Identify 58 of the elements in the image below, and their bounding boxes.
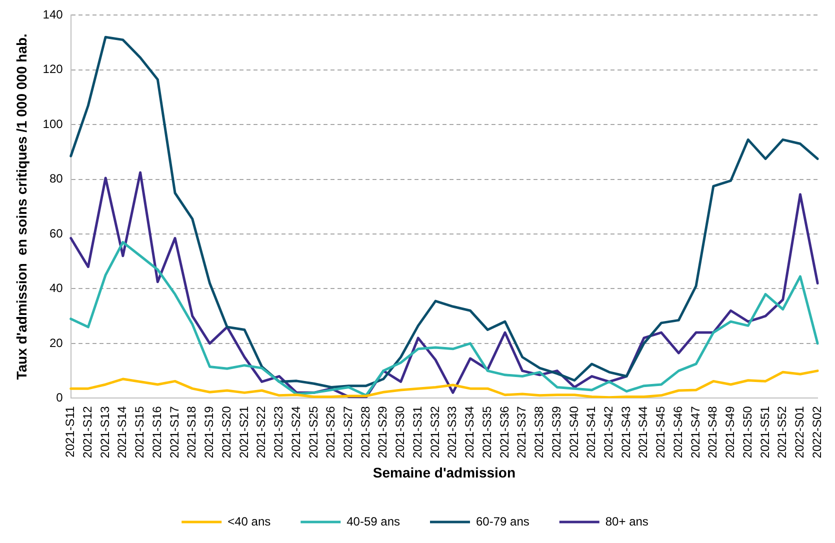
x-tick-label: 2021-S33 (445, 406, 460, 458)
y-tick-label: 120 (42, 62, 64, 76)
x-tick-label: 2021-S19 (202, 406, 216, 458)
y-tick-label: 0 (56, 390, 64, 404)
x-tick-label: 2021-S32 (428, 406, 442, 458)
x-tick-label: 2021-S25 (306, 406, 320, 458)
x-tick-label: 2021-S29 (376, 406, 390, 458)
x-tick-label: 2021-S34 (462, 406, 477, 458)
x-tick-label: 2021-S27 (341, 406, 356, 458)
x-tick-label: 2021-S15 (132, 406, 147, 458)
x-tick-label: 2021-S52 (775, 406, 790, 458)
y-axis-title: Taux d'admission en soins critiques /1 000 000 hab. (13, 34, 30, 380)
x-tick-label: 2021-S44 (636, 406, 650, 458)
x-tick-label: 2021-S20 (219, 406, 234, 458)
y-tick-label: 100 (42, 116, 64, 131)
x-tick-label: 2021-S28 (358, 406, 372, 458)
x-tick-label: 2021-S38 (532, 406, 546, 458)
x-tick-label: 2021-S46 (670, 406, 685, 458)
x-tick-label: 2021-S16 (150, 406, 164, 458)
x-tick-label: 2021-S31 (410, 406, 424, 458)
x-tick-label: 2022-S02 (810, 406, 824, 458)
x-tick-label: 2021-S30 (393, 406, 408, 458)
x-tick-label: 2021-S13 (98, 406, 112, 458)
y-tick-label: 80 (49, 172, 64, 186)
x-tick-label: 2021-S37 (514, 406, 529, 458)
x-tick-label: 2021-S17 (167, 406, 182, 458)
x-tick-label: 2021-S23 (272, 406, 286, 458)
x-tick-label: 2021-S50 (740, 406, 754, 458)
y-tick-label: 20 (49, 336, 64, 350)
x-tick-label: 2021-S11 (63, 406, 78, 458)
x-tick-label: 2021-S45 (654, 406, 668, 458)
x-tick-label: 2021-S22 (254, 406, 268, 458)
y-tick-label: 60 (49, 226, 64, 240)
x-tick-label: 2021-S21 (236, 406, 251, 458)
x-tick-label: 2021-S48 (706, 406, 720, 458)
x-tick-label: 2021-S18 (184, 406, 199, 458)
x-tick-label: 2021-S41 (584, 406, 598, 458)
legend-label: <40 ans (228, 514, 271, 528)
legend-label: 40-59 ans (346, 514, 400, 528)
x-axis-title: Semaine d'admission (372, 464, 516, 480)
legend-label: 60-79 ans (476, 514, 530, 528)
x-tick-label: 2021-S14 (115, 406, 130, 458)
x-tick-label: 2021-S47 (688, 406, 702, 458)
x-tick-label: 2021-S12 (80, 406, 94, 458)
x-tick-label: 2021-S26 (324, 406, 338, 458)
x-tick-label: 2021-S35 (480, 406, 494, 458)
x-tick-label: 2021-S51 (758, 406, 772, 458)
x-tick-label: 2021-S39 (549, 406, 564, 458)
x-tick-label: 2021-S42 (602, 406, 616, 458)
x-tick-label: 2021-S43 (618, 406, 633, 458)
x-tick-label: 2021-S24 (288, 406, 303, 458)
x-tick-label: 2021-S36 (497, 406, 512, 458)
y-tick-label: 40 (49, 281, 64, 296)
x-tick-label: 2022-S01 (792, 406, 807, 458)
x-tick-label: 2021-S49 (723, 406, 738, 458)
y-tick-label: 140 (42, 8, 64, 22)
legend-label: 80+ ans (605, 514, 648, 528)
x-tick-label: 2021-S40 (566, 406, 581, 458)
